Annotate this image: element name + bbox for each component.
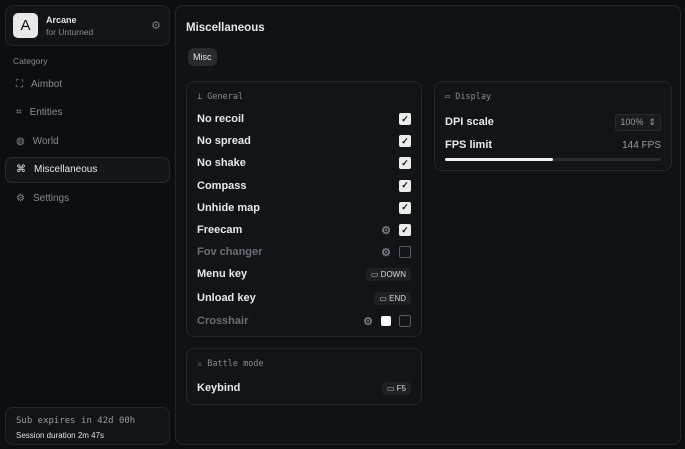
grid-icon: ⌘: [16, 164, 26, 175]
dpi-select[interactable]: 100% ⇕: [615, 113, 661, 131]
app-logo: A: [13, 13, 38, 38]
toggle-label: Fov changer: [197, 246, 263, 259]
keybind-label: Keybind: [197, 382, 241, 394]
app-name: Arcane: [46, 15, 77, 25]
checkbox[interactable]: ✓: [399, 179, 411, 192]
gear-icon[interactable]: ⚙: [381, 246, 391, 259]
app-header: A Arcane for Unturned ⚙: [5, 5, 170, 46]
sidebar-item-label: Settings: [32, 192, 70, 204]
general-section: ⊥ General No recoil ✓ No spread ✓ No shake ✓ C…: [186, 81, 422, 337]
fps-label: FPS limit: [445, 139, 493, 151]
battle-title: Battle mode: [207, 359, 264, 369]
monitor-icon: ▭: [445, 92, 456, 102]
menu-key-button[interactable]: ▭ DOWN: [365, 267, 411, 281]
display-title: Display: [455, 92, 492, 102]
checkbox[interactable]: ✓: [399, 113, 411, 125]
fps-slider-fill: [445, 158, 553, 161]
general-title: General: [207, 92, 244, 102]
toggle-label: Compass: [197, 179, 247, 192]
unload-key-button[interactable]: ▭ END: [374, 291, 411, 305]
checkbox[interactable]: ✓: [399, 224, 411, 236]
crosshair-row: Crosshair ⚙: [197, 311, 411, 331]
toggle-row: No shake ✓: [197, 153, 411, 173]
menu-key-label: Menu key: [197, 268, 248, 280]
fps-row: FPS limit 144 FPS: [445, 135, 661, 155]
sidebar-item-label: Entities: [29, 107, 63, 118]
gear-icon: ⚙: [16, 192, 25, 204]
sidebar-item-label: World: [32, 135, 59, 147]
sidebar-item-label: Miscellaneous: [34, 164, 98, 175]
sidebar-item-settings[interactable]: ⚙ Settings: [5, 185, 170, 211]
toggle-row: Unhide map ✓: [197, 198, 411, 218]
app-subtitle: for Unturned: [46, 27, 94, 37]
sidebar-item-world[interactable]: ◍ World: [5, 128, 170, 154]
category-label: Category: [13, 56, 48, 66]
general-icon: ⊥: [197, 92, 208, 102]
toggle-label: No shake: [197, 157, 246, 170]
crosshair-icon: ⛶: [16, 78, 23, 90]
main-panel: Miscellaneous Misc ⊥ General No recoil ✓ N…: [175, 5, 681, 445]
toggle-label: No recoil: [197, 113, 245, 125]
sidebar-item-entities[interactable]: ⌗ Entities: [5, 100, 170, 126]
sub-expires: Sub expires in 42d 00h: [16, 416, 136, 426]
toggle-row: No recoil ✓: [197, 109, 411, 129]
checkbox[interactable]: ✓: [399, 201, 411, 214]
keybind-row: Keybind ▭ F5: [197, 378, 411, 398]
fps-value: 144 FPS: [622, 139, 661, 151]
globe-icon: ◍: [16, 135, 25, 147]
crosshair-checkbox[interactable]: [399, 315, 411, 327]
sidebar-item-miscellaneous[interactable]: ⌘ Miscellaneous: [5, 156, 170, 183]
toggle-row: Fov changer ⚙: [197, 242, 411, 262]
sidebar-item-label: Aimbot: [31, 78, 63, 90]
battle-icon: ⚔: [197, 359, 208, 369]
unload-key-row: Unload key ▭ END: [197, 288, 411, 308]
session-duration: Session duration 2m 47s: [16, 431, 105, 440]
dpi-row: DPI scale 100% ⇕: [445, 112, 661, 132]
checkbox[interactable]: ✓: [399, 135, 411, 148]
toggle-row: Freecam ⚙ ✓: [197, 220, 411, 240]
dpi-label: DPI scale: [445, 116, 494, 128]
sidebar-item-aimbot[interactable]: ⛶ Aimbot: [5, 71, 170, 97]
toggle-label: Unhide map: [197, 201, 260, 214]
scan-icon: ⌗: [16, 107, 22, 118]
toggle-label: Freecam: [197, 224, 243, 236]
crosshair-color-swatch[interactable]: [381, 316, 391, 326]
checkbox[interactable]: [399, 246, 411, 259]
gear-icon[interactable]: ⚙: [151, 20, 161, 32]
menu-key-row: Menu key ▭ DOWN: [197, 264, 411, 284]
fps-slider[interactable]: [445, 158, 661, 161]
battle-mode-section: ⚔ Battle mode Keybind ▭ F5: [186, 348, 422, 405]
display-section: ▭ Display DPI scale 100% ⇕ FPS limit 144 F…: [434, 81, 672, 171]
toggle-label: No spread: [197, 135, 251, 148]
toggle-row: No spread ✓: [197, 131, 411, 151]
gear-icon[interactable]: ⚙: [381, 224, 391, 237]
page-title: Miscellaneous: [186, 22, 265, 34]
toggle-row: Compass ✓: [197, 176, 411, 196]
crosshair-label: Crosshair: [197, 315, 249, 327]
tab-misc[interactable]: Misc: [188, 48, 217, 66]
gear-icon[interactable]: ⚙: [363, 315, 373, 328]
checkbox[interactable]: ✓: [399, 157, 411, 170]
unload-key-label: Unload key: [197, 292, 256, 304]
keybind-button[interactable]: ▭ F5: [381, 381, 411, 395]
subscription-card: Sub expires in 42d 00h Session duration …: [5, 407, 170, 445]
